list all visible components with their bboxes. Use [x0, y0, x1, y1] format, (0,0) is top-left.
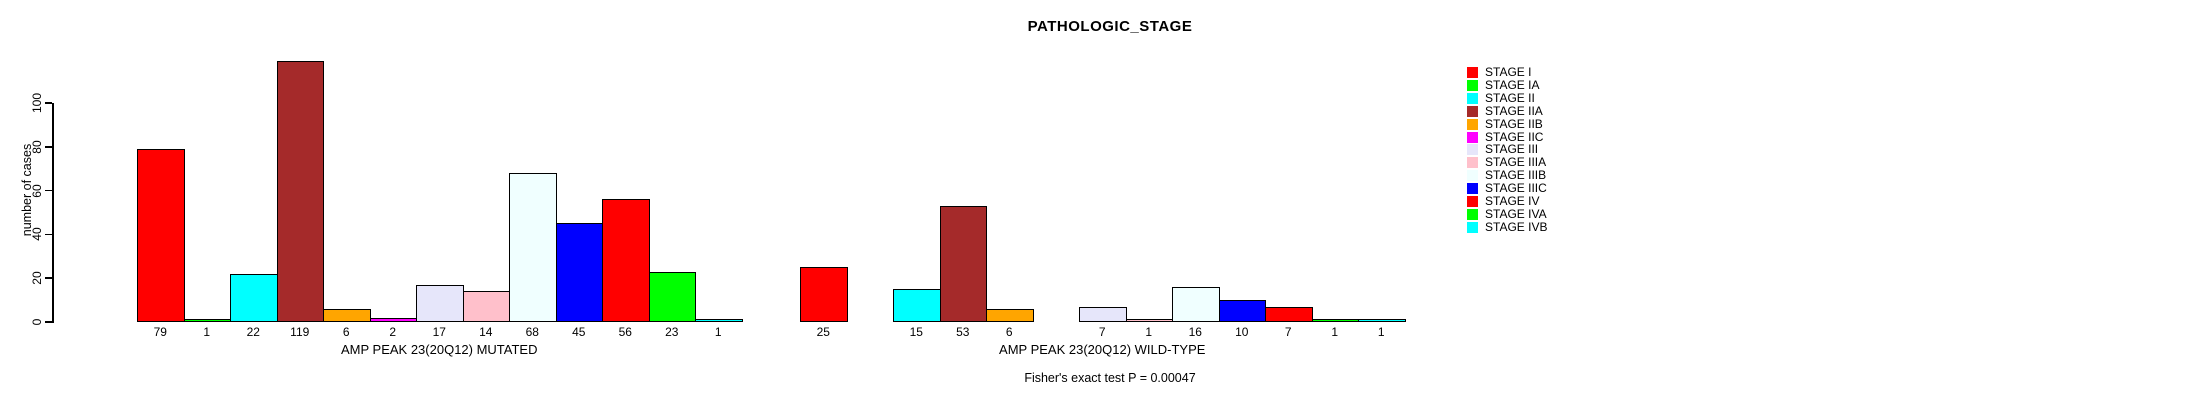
bar-value-label: 1 — [1331, 325, 1339, 339]
bar — [137, 149, 185, 322]
bar — [1172, 287, 1220, 322]
bar-value-label: 2 — [389, 325, 397, 339]
bar — [1358, 319, 1406, 322]
bar — [648, 272, 696, 322]
bar — [276, 61, 324, 322]
legend-label: STAGE IIC — [1485, 129, 1544, 144]
legend-label: STAGE IIA — [1485, 103, 1543, 118]
bar-value-label: 22 — [246, 325, 260, 339]
legend-swatch — [1467, 170, 1478, 182]
bar-value-label: 1 — [714, 325, 722, 339]
y-axis-tick-label: 100 — [30, 92, 44, 114]
bar — [462, 291, 510, 322]
legend-label: STAGE I — [1485, 65, 1532, 79]
legend-swatch — [1467, 196, 1478, 207]
y-axis-tick-label: 60 — [30, 183, 44, 198]
y-axis-tick-label: 40 — [30, 227, 44, 242]
y-axis-tick — [45, 102, 52, 104]
legend-label: STAGE IIIC — [1485, 181, 1547, 196]
bar — [695, 319, 743, 322]
bar — [1265, 307, 1313, 322]
y-axis-tick — [45, 233, 52, 236]
legend-label: STAGE IIIB — [1485, 168, 1547, 183]
bar — [509, 173, 557, 322]
legend-label: STAGE IIIA — [1485, 155, 1547, 170]
bar — [986, 309, 1034, 322]
y-axis-tick — [45, 189, 52, 192]
bar-value-label: 10 — [1235, 325, 1249, 339]
chart-title: PATHOLOGIC_STAGE — [1027, 18, 1193, 35]
legend-label: STAGE III — [1485, 142, 1539, 157]
legend-swatch — [1467, 92, 1478, 104]
bar-value-label: 1 — [203, 325, 211, 339]
bar-value-label: 119 — [290, 325, 310, 339]
bar-value-label: 23 — [665, 325, 679, 339]
bar — [893, 289, 941, 322]
bar — [230, 274, 278, 322]
bar — [369, 318, 417, 322]
y-axis-line — [52, 103, 54, 323]
bar — [183, 319, 231, 322]
legend-label: STAGE IVB — [1485, 219, 1548, 234]
y-axis-tick — [45, 277, 52, 279]
bar-value-label: 45 — [572, 325, 586, 339]
legend-swatch — [1467, 105, 1478, 117]
bar-value-label: 15 — [909, 325, 923, 339]
bar-value-label: 6 — [342, 325, 350, 339]
bar — [323, 309, 371, 322]
x-axis-group-label: AMP PEAK 23(20Q12) MUTATED — [340, 342, 538, 357]
bar — [555, 223, 603, 322]
legend-label: STAGE IV — [1485, 194, 1540, 208]
y-axis-tick — [45, 146, 52, 148]
bar — [416, 285, 464, 322]
legend-label: STAGE IVA — [1485, 206, 1547, 221]
x-axis-group-label: AMP PEAK 23(20Q12) WILD-TYPE — [999, 342, 1206, 357]
bar-value-label: 56 — [618, 325, 632, 339]
bar-value-label: 7 — [1284, 325, 1292, 339]
y-axis-tick-label: 80 — [30, 140, 44, 154]
bar-value-label: 6 — [1005, 325, 1013, 339]
legend-swatch — [1467, 79, 1478, 91]
bar-value-label: 16 — [1188, 325, 1202, 339]
legend-label: STAGE II — [1485, 90, 1535, 105]
bar-value-label: 53 — [956, 325, 970, 339]
fisher-test-annotation: Fisher's exact test P = 0.00047 — [1024, 371, 1196, 385]
y-axis-tick-label: 20 — [30, 271, 44, 285]
bar — [800, 267, 848, 322]
legend-swatch — [1467, 183, 1478, 195]
bar-value-label: 25 — [816, 325, 830, 339]
bar-value-label: 17 — [432, 325, 446, 339]
legend-swatch — [1467, 208, 1478, 220]
bar — [1311, 319, 1359, 322]
bar-value-label: 7 — [1098, 325, 1106, 339]
bar — [1125, 319, 1173, 322]
bar-value-label: 1 — [1377, 325, 1385, 339]
bar-value-label: 68 — [525, 325, 539, 339]
legend-swatch — [1467, 118, 1478, 130]
legend-label: STAGE IA — [1485, 77, 1540, 92]
legend-label: STAGE IIB — [1485, 116, 1543, 131]
bar — [939, 206, 987, 322]
bar — [1218, 300, 1266, 322]
y-axis-tick-label: 0 — [30, 318, 44, 326]
y-axis-tick — [45, 321, 52, 323]
legend-swatch — [1467, 144, 1478, 156]
bar — [1079, 307, 1127, 322]
legend-swatch — [1467, 221, 1478, 233]
bar-value-label: 1 — [1145, 325, 1153, 339]
legend-swatch — [1467, 131, 1478, 143]
legend-swatch — [1467, 157, 1478, 169]
bar — [602, 199, 650, 322]
bar-value-label: 79 — [153, 325, 167, 339]
legend-swatch — [1467, 67, 1478, 78]
bar-value-label: 14 — [479, 325, 493, 339]
